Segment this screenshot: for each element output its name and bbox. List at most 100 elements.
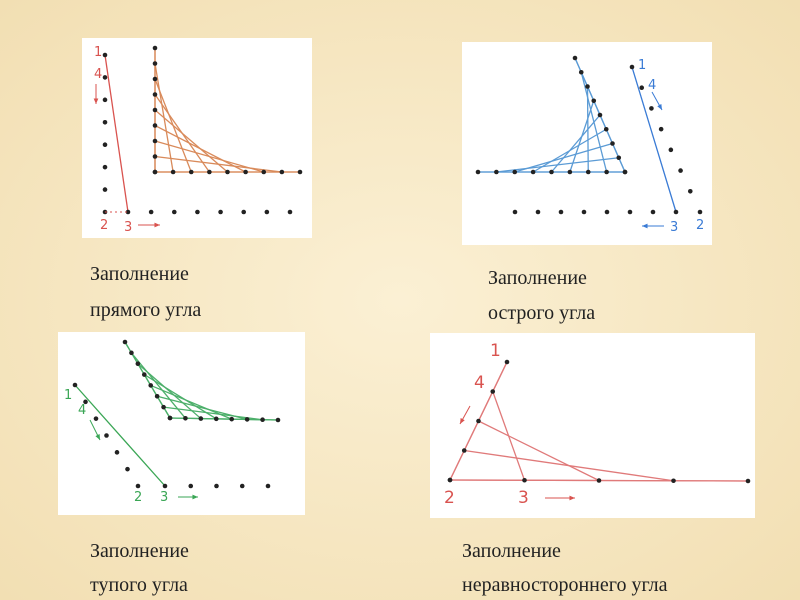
dot [152,107,158,113]
dot [522,477,527,483]
dot [616,155,622,161]
point-label: 2 [696,218,704,233]
dot [264,209,270,215]
dot [167,415,173,421]
dot [585,84,590,89]
point-label: 4 [648,78,656,93]
dot [122,339,128,345]
dot [658,126,664,132]
dot [152,45,158,51]
arrow-head [192,494,198,500]
panel [82,38,312,238]
dot [161,404,166,410]
dot [530,169,536,175]
point-label: 1 [64,388,72,403]
dot [622,169,628,175]
dot [627,209,633,215]
point-label: 4 [474,373,485,393]
caption: Заполнение [488,267,587,289]
dot [125,209,131,215]
dot [152,92,158,97]
dot [154,393,160,399]
string [154,109,228,173]
point-label: 4 [94,67,102,82]
dot [162,483,168,489]
string [169,417,279,421]
panel [430,333,755,518]
point-label: 2 [444,488,455,508]
dot [225,169,230,175]
dot [93,416,99,421]
dot [152,76,158,82]
dot [490,389,496,394]
dot [114,450,120,455]
dot [639,85,645,91]
string [551,114,601,173]
arrow-head [93,98,99,104]
dot [72,382,78,388]
dot [558,209,564,215]
dot [261,169,267,175]
point-label: 3 [518,488,529,508]
dot [585,169,591,175]
dot [697,209,703,215]
dot [604,169,609,175]
dot [148,209,154,215]
dot [213,416,219,422]
dot [581,209,587,215]
dot [243,169,248,175]
dot [604,209,610,215]
dot [83,399,88,405]
panel [462,42,712,245]
dot [214,483,219,489]
string [478,420,600,482]
string [130,352,186,419]
dot [125,466,130,472]
dot [229,416,235,422]
dot [241,209,247,215]
string [514,142,613,173]
dot [135,483,141,489]
dot [239,483,245,489]
dot [475,169,481,175]
dot [102,119,108,125]
arrow-head [95,434,100,440]
dot [678,168,683,173]
dot [102,142,108,148]
arrow-head [642,223,648,229]
dot [650,209,656,215]
dot [171,209,177,215]
string [104,54,129,213]
dot [152,169,158,175]
dot [476,418,481,424]
dot [745,478,751,484]
dot [597,112,603,118]
dot [596,478,602,483]
dot [188,483,194,489]
point-label: 1 [94,45,102,60]
dot [198,416,204,421]
point-label: 4 [78,403,86,418]
arrow-head [657,104,662,110]
dot [188,169,194,175]
dot [629,64,635,70]
string [154,124,246,173]
string [496,157,619,173]
arrow-head [460,418,465,424]
dot [512,169,518,175]
dot [603,126,609,132]
dot [207,169,212,175]
point-label: 3 [124,220,132,235]
dot [244,417,250,422]
dot [218,209,223,215]
dot [102,164,108,170]
dot [668,147,674,153]
caption: прямого угла [90,299,201,321]
dot [549,169,554,175]
dot [504,359,510,365]
dot [535,209,541,215]
string-art [72,45,751,501]
dot [673,209,679,215]
point-label: 3 [670,220,678,235]
dot [279,169,285,175]
